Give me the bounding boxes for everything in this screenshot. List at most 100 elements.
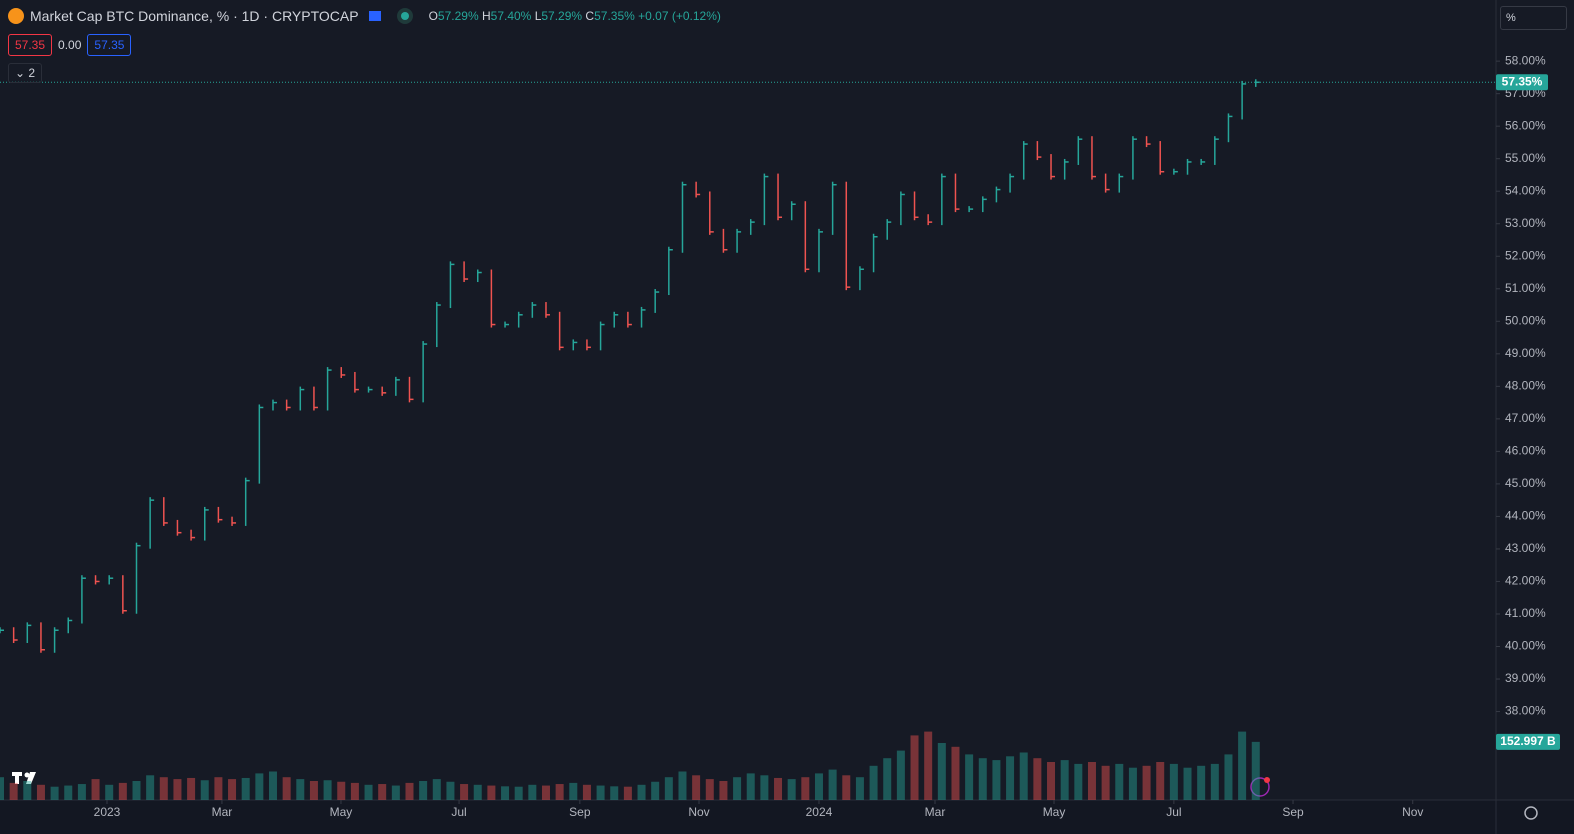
volume-bar [296,779,305,800]
price-bar [886,219,892,240]
price-bar [395,376,400,396]
alert-dot [1264,777,1270,783]
price-bar [285,399,291,411]
volume-bar [0,777,4,800]
volume-bar [350,782,359,800]
y-tick-label: 49.00% [1505,346,1546,360]
price-bar [0,627,4,634]
price-bar [1050,154,1056,180]
volume-bar [760,775,769,800]
open-key: O [428,9,438,23]
volume-bar [187,777,196,800]
volume-bar [432,779,441,800]
price-bar [108,575,114,585]
price-bar [122,575,127,614]
collapse-button[interactable]: ⌄ 2 [8,63,43,83]
volume-bar [132,781,141,800]
volume-bar [746,773,755,800]
volume-bar [692,775,701,800]
volume-bar [1197,765,1206,800]
symbol-title[interactable]: Market Cap BTC Dominance, % · 1D · CRYPT… [30,8,359,24]
volume-bar [774,777,783,800]
price-bar [1241,80,1247,120]
time-axis-bg [0,800,1574,834]
price-bar [258,404,264,484]
price-bar [1173,168,1178,175]
price-bar [244,477,250,526]
y-tick-label: 39.00% [1505,671,1546,685]
y-tick-label: 58.00% [1505,53,1546,67]
volume-bar [937,743,946,800]
price-bar [900,191,905,226]
volume-bar [241,777,250,800]
sell-box[interactable]: 57.35 [8,34,53,56]
volume-bar [1087,762,1096,800]
volume-bar [1060,760,1069,800]
volume-bar [1251,741,1260,800]
price-bar [558,311,564,351]
x-tick-label: Mar [925,805,946,819]
price-bar [67,617,73,634]
price-bar [1214,136,1219,165]
price-bar [449,261,455,309]
y-tick-label: 41.00% [1505,606,1546,620]
price-bar [1186,158,1192,175]
scale-input[interactable]: % [1500,6,1567,30]
price-bar [26,622,32,643]
price-bar [299,386,305,411]
volume-bar [1156,762,1165,800]
volume-bar [36,784,45,800]
price-bar [1118,173,1124,193]
x-tick-label: Jul [1166,805,1181,819]
price-bar [804,201,810,273]
price-bar [40,622,45,653]
price-bar [859,266,864,291]
volume-bar [1142,765,1151,800]
volume-bar [391,785,400,800]
volume-bar [610,786,619,800]
volume-bar [965,754,974,800]
volume-bar [309,781,318,800]
price-bar [326,367,332,411]
price-bar [408,376,414,403]
settings-icon[interactable] [1524,806,1538,820]
price-bar [722,228,728,253]
y-tick-label: 40.00% [1505,639,1546,653]
y-tick-label: 55.00% [1505,151,1546,165]
price-bar [1077,136,1083,165]
volume-bar [541,785,550,800]
legend: Market Cap BTC Dominance, % · 1D · CRYPT… [8,8,721,24]
price-bar [94,575,100,585]
low-value: 57.29% [541,9,583,23]
high-value: 57.40% [490,9,532,23]
x-tick-label: Mar [212,805,233,819]
status-dot [400,12,409,20]
volume-bar [678,771,687,800]
indicator-count: 2 [28,66,36,80]
price-bar [203,506,209,541]
volume-bar [1210,763,1219,800]
volume-bar [1019,752,1028,800]
volume-bar [77,784,86,800]
volume-bar [719,781,728,800]
price-bar [1063,158,1069,180]
close-value: 57.35% [594,9,635,23]
price-bar [463,261,469,283]
volume-bar [228,779,237,800]
price-bar [668,246,673,296]
price-bar [681,181,687,253]
price-bar [354,371,359,393]
price-bar [53,627,59,653]
price-bar [190,529,196,541]
coin-icon [8,8,24,24]
y-tick-label: 53.00% [1505,216,1546,230]
buy-box[interactable]: 57.35 [87,34,132,56]
flag-icon[interactable] [368,11,381,21]
x-tick-label: May [1043,805,1066,819]
volume-bar [173,779,182,800]
price-bar [982,196,987,213]
price-bar [586,339,591,351]
alert-icon[interactable] [1250,777,1270,797]
